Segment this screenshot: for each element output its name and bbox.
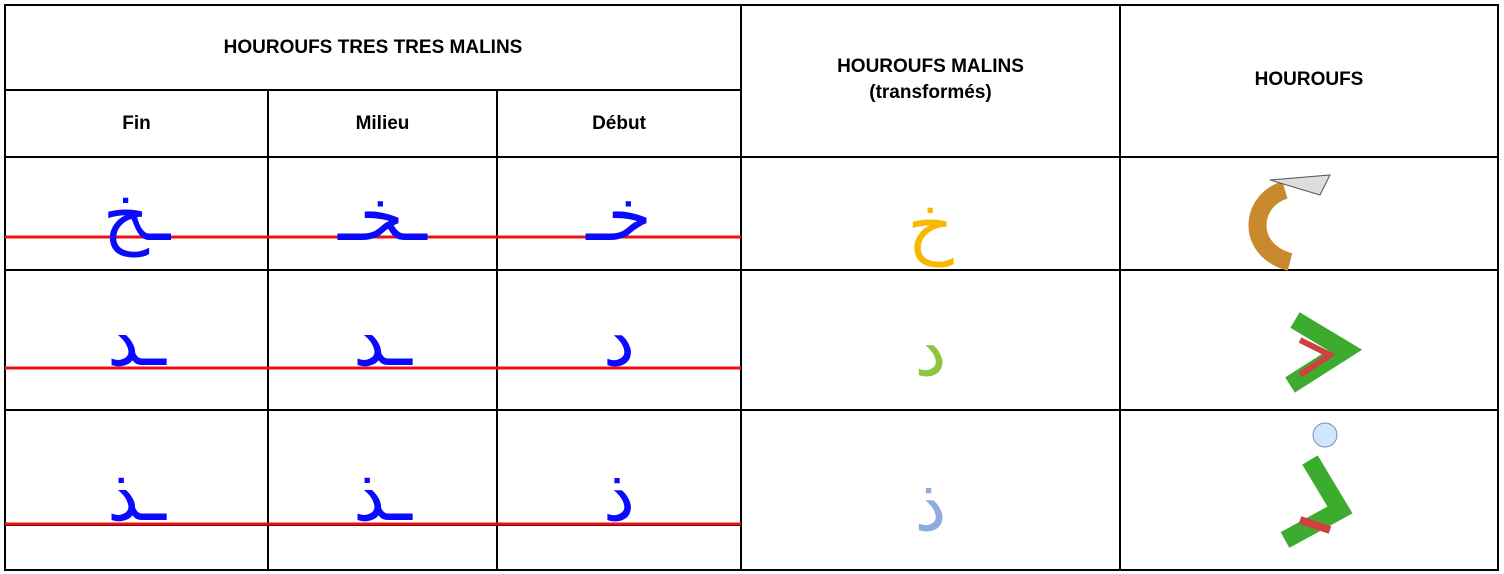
subheader: Début (592, 112, 646, 134)
subheader: Fin (122, 112, 151, 134)
illustration-crocodile-bubble (1280, 422, 1353, 548)
letter-transformed: ذ (914, 463, 947, 547)
header-hourouf: HOUROUFS (1254, 69, 1364, 90)
illustration-tiger (1248, 174, 1331, 271)
header-malins: HOUROUFS MALINS (transformés) (741, 45, 1120, 115)
letter-form: ـد (353, 298, 412, 382)
letter-form: ـخـ (338, 173, 427, 257)
letter-transformed: د (914, 308, 947, 392)
letter-form: د (602, 298, 636, 382)
letter-form: ـذ (353, 453, 412, 537)
letter-form: ـذ (107, 453, 166, 537)
header-line: (transformés) (869, 82, 992, 103)
letter-form: ـخ (102, 173, 171, 257)
illustration-crocodile (1285, 312, 1363, 393)
letter-form: ذ (602, 453, 636, 537)
subheader: Milieu (355, 112, 410, 134)
letter-form: ـد (107, 298, 166, 382)
letter-form: خـ (586, 173, 652, 257)
letter-transformed: خ (907, 183, 954, 267)
header-title: HOUROUFS TRES TRES MALINS (223, 36, 523, 58)
header-line: HOUROUFS MALINS (837, 56, 1024, 77)
